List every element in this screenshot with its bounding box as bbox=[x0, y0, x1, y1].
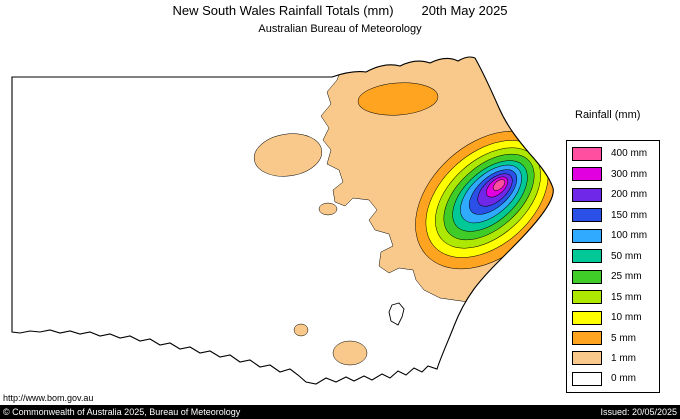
legend-swatch-10mm bbox=[572, 310, 602, 325]
page-title-line: New South Wales Rainfall Totals (mm) 20th… bbox=[0, 2, 680, 19]
contour-region-400mm bbox=[492, 179, 506, 191]
legend-swatch-25mm bbox=[572, 269, 602, 284]
contour-region-1mm-small-a bbox=[318, 202, 338, 216]
legend-label-5mm: 5 mm bbox=[611, 332, 636, 344]
legend-label-100mm: 100 mm bbox=[611, 230, 648, 242]
legend-item-15mm: 15 mm bbox=[572, 288, 659, 307]
legend-item-5mm: 5 mm bbox=[572, 329, 659, 348]
legend-item-50mm: 50 mm bbox=[572, 247, 659, 266]
map-date: 20th May 2025 bbox=[421, 3, 508, 18]
page-title: New South Wales Rainfall Totals (mm) bbox=[172, 3, 394, 18]
contour-region-1mm-south bbox=[332, 340, 368, 366]
legend-swatch-50mm bbox=[572, 249, 602, 264]
legend-swatch-150mm bbox=[572, 208, 602, 223]
legend-label-25mm: 25 mm bbox=[611, 271, 642, 283]
legend-swatch-400mm bbox=[572, 146, 602, 161]
legend-label-400mm: 400 mm bbox=[611, 148, 648, 160]
legend-swatch-5mm bbox=[572, 331, 602, 346]
act-border bbox=[388, 302, 405, 326]
legend-swatch-15mm bbox=[572, 290, 602, 305]
legend-item-10mm: 10 mm bbox=[572, 308, 659, 327]
legend-swatch-300mm bbox=[572, 167, 602, 182]
legend-label-150mm: 150 mm bbox=[611, 209, 648, 221]
legend-swatch-1mm bbox=[572, 351, 602, 366]
legend-item-25mm: 25 mm bbox=[572, 267, 659, 286]
legend-item-300mm: 300 mm bbox=[572, 165, 659, 184]
legend-item-1mm: 1 mm bbox=[572, 349, 659, 368]
legend-label-10mm: 10 mm bbox=[611, 312, 642, 324]
legend-label-1mm: 1 mm bbox=[611, 352, 636, 364]
header: New South Wales Rainfall Totals (mm) 20th… bbox=[0, 2, 680, 37]
contour-region-1mm-west bbox=[253, 133, 323, 177]
contour-region-5mm-north bbox=[357, 82, 439, 116]
legend-label-0mm: 0 mm bbox=[611, 373, 636, 385]
legend-label-15mm: 15 mm bbox=[611, 291, 642, 303]
rainfall-legend: 400 mm 300 mm 200 mm 150 mm 100 mm 50 mm… bbox=[566, 140, 660, 393]
legend-title: Rainfall (mm) bbox=[575, 109, 641, 121]
legend-item-150mm: 150 mm bbox=[572, 206, 659, 225]
legend-label-200mm: 200 mm bbox=[611, 189, 648, 201]
legend-swatch-100mm bbox=[572, 228, 602, 243]
copyright-text: © Commonwealth of Australia 2025, Bureau… bbox=[3, 407, 241, 417]
legend-label-50mm: 50 mm bbox=[611, 250, 642, 262]
bom-url: http://www.bom.gov.au bbox=[3, 393, 94, 403]
legend-item-100mm: 100 mm bbox=[572, 226, 659, 245]
legend-item-0mm: 0 mm bbox=[572, 369, 659, 388]
rainfall-contours bbox=[253, 57, 554, 366]
legend-swatch-0mm bbox=[572, 371, 602, 386]
legend-item-400mm: 400 mm bbox=[572, 144, 659, 163]
contour-region-1mm-small-b bbox=[293, 323, 309, 337]
nsw-state-border bbox=[11, 56, 554, 385]
legend-label-300mm: 300 mm bbox=[611, 168, 648, 180]
page-subtitle: Australian Bureau of Meteorology bbox=[258, 23, 422, 35]
footer-bar: © Commonwealth of Australia 2025, Bureau… bbox=[0, 405, 680, 419]
legend-item-200mm: 200 mm bbox=[572, 185, 659, 204]
issued-text: Issued: 20/05/2025 bbox=[600, 407, 677, 417]
legend-swatch-200mm bbox=[572, 187, 602, 202]
